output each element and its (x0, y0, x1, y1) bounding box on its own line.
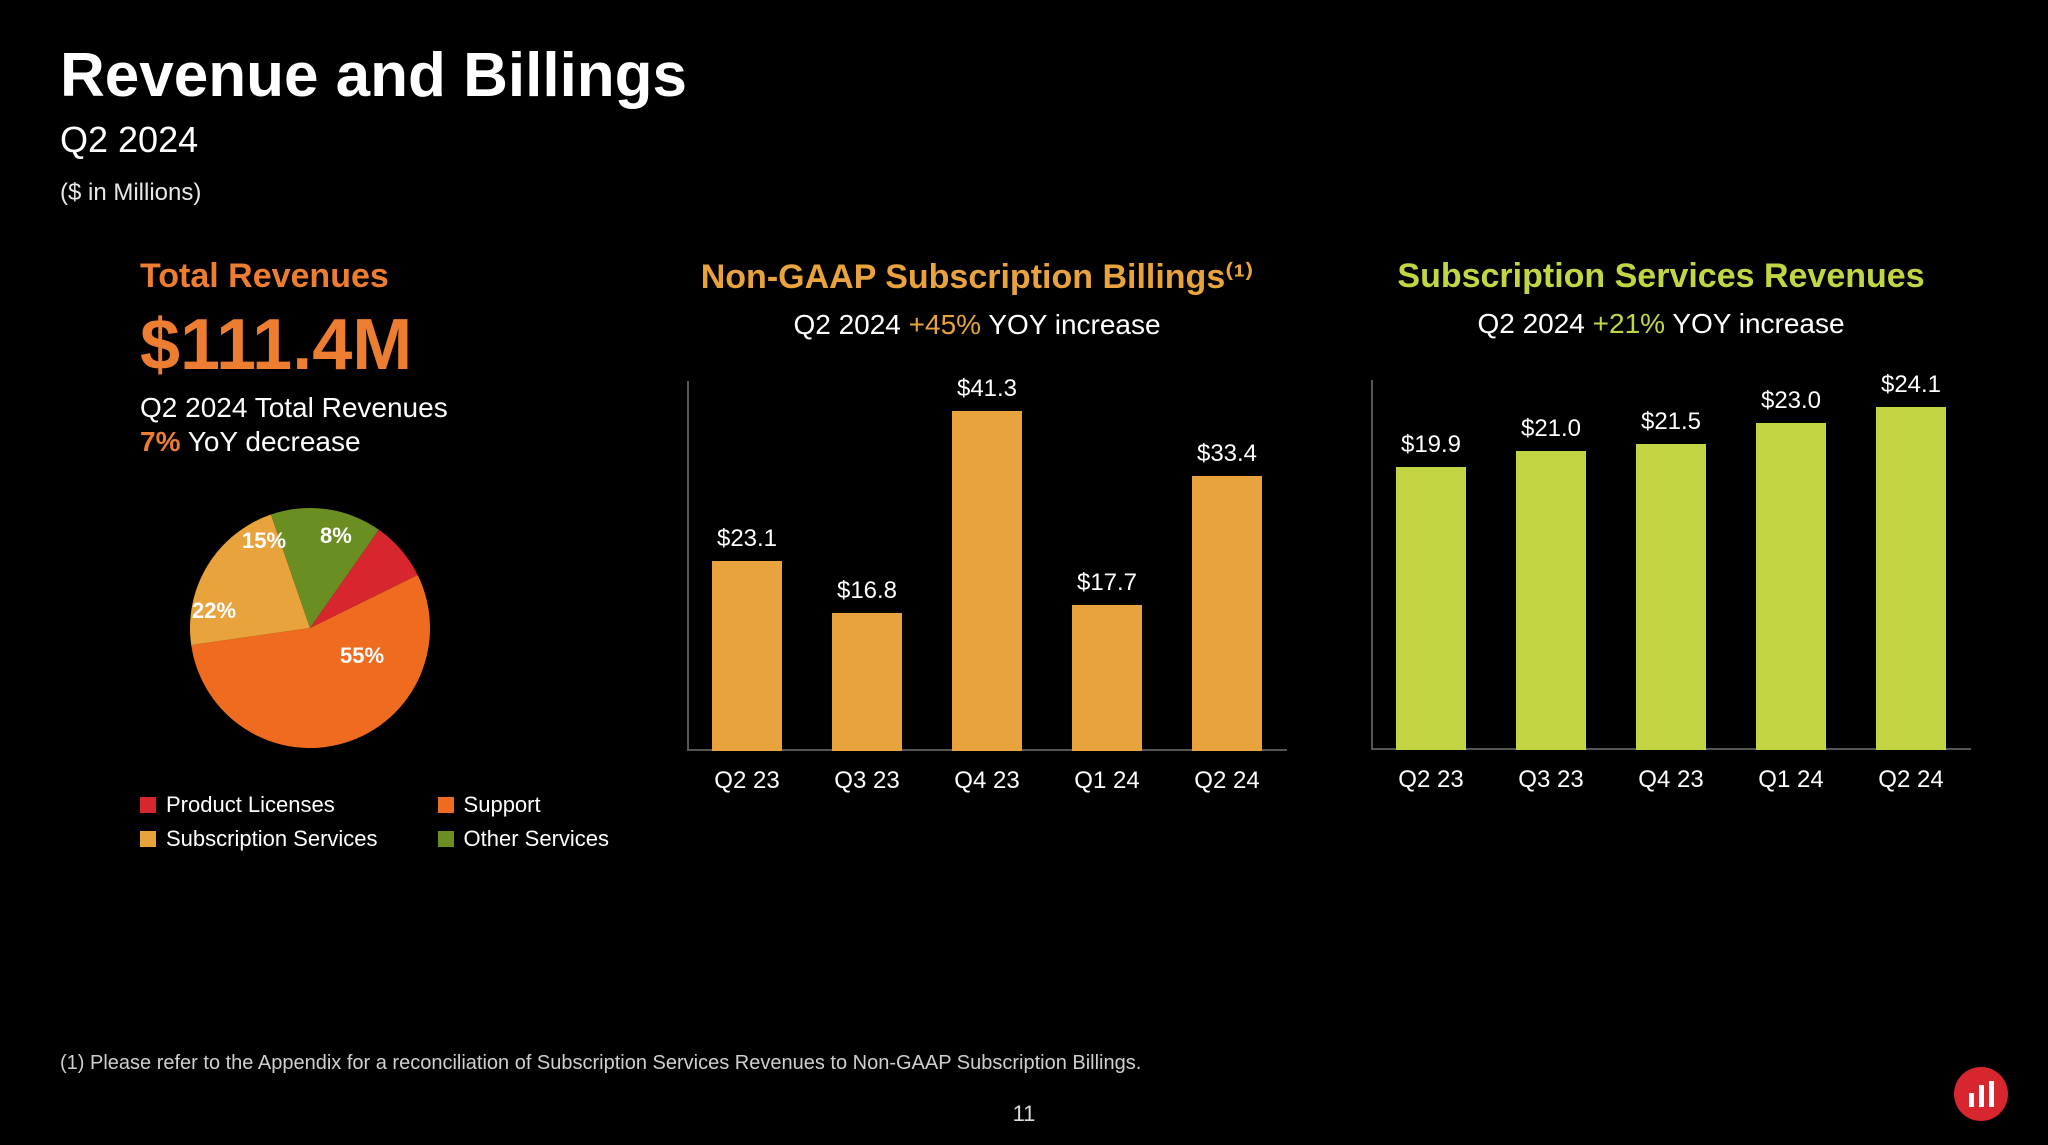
bar-rect (1876, 407, 1946, 750)
legend-label: Support (464, 792, 541, 818)
total-revenues-sub2: 7% YoY decrease (140, 426, 361, 458)
legend-label: Other Services (464, 826, 610, 852)
logo-bars-icon (1969, 1081, 1994, 1107)
bar-slot: $21.5 (1621, 408, 1721, 750)
pie-svg (170, 488, 450, 768)
footnote: (1) Please refer to the Appendix for a r… (60, 1052, 1141, 1075)
x-axis-label: Q1 24 (1741, 756, 1841, 800)
page-subtitle: Q2 2024 (60, 119, 1988, 161)
billings-bars: $23.1$16.8$41.3$17.7$33.4 (687, 381, 1287, 751)
slide-root: Revenue and Billings Q2 2024 ($ in Milli… (0, 0, 2048, 1145)
legend-swatch (438, 797, 454, 813)
pie-slice-label: 15% (242, 528, 286, 554)
x-axis-label: Q2 23 (697, 757, 797, 801)
yoy-rest: YoY decrease (180, 426, 360, 457)
bar-value-label: $16.8 (837, 577, 897, 605)
pie-slice-label: 55% (340, 643, 384, 669)
bar-slot: $23.0 (1741, 387, 1841, 750)
billings-chart: $23.1$16.8$41.3$17.7$33.4 Q2 23Q3 23Q4 2… (657, 381, 1297, 801)
subscription-chart: $19.9$21.0$21.5$23.0$24.1 Q2 23Q3 23Q4 2… (1341, 380, 1981, 800)
total-revenues-title: Total Revenues (140, 257, 389, 296)
subscription-panel: Subscription Services Revenues Q2 2024 +… (1334, 257, 1988, 852)
logo-icon (1954, 1067, 2008, 1121)
bar-value-label: $19.9 (1401, 431, 1461, 459)
bar-slot: $17.7 (1057, 569, 1157, 751)
x-axis-label: Q4 23 (1621, 756, 1721, 800)
subscription-subtitle: Q2 2024 +21% YOY increase (1477, 308, 1844, 340)
bar-rect (832, 613, 902, 751)
bar-rect (1756, 423, 1826, 750)
bar-rect (1072, 605, 1142, 751)
bar-slot: $24.1 (1861, 371, 1961, 750)
bar-rect (712, 561, 782, 751)
subscription-xlabels: Q2 23 Q3 23 Q4 23 Q1 24 Q2 24 (1371, 756, 1971, 800)
bar-rect (1516, 451, 1586, 750)
legend-swatch (140, 831, 156, 847)
billings-xlabels: Q2 23 Q3 23 Q4 23 Q1 24 Q2 24 (687, 757, 1287, 801)
bar-rect (1192, 476, 1262, 751)
bar-value-label: $17.7 (1077, 569, 1137, 597)
bar-slot: $19.9 (1381, 431, 1481, 750)
x-axis-label: Q4 23 (937, 757, 1037, 801)
total-revenues-panel: Total Revenues $111.4M Q2 2024 Total Rev… (60, 257, 620, 852)
unit-note: ($ in Millions) (60, 179, 1988, 207)
bar-rect (1636, 444, 1706, 750)
total-revenues-sub1: Q2 2024 Total Revenues (140, 392, 448, 424)
x-axis-label: Q2 23 (1381, 756, 1481, 800)
subscription-title: Subscription Services Revenues (1397, 257, 1924, 296)
pie-slice-label: 8% (320, 523, 352, 549)
yoy-pct: 7% (140, 426, 180, 457)
bar-slot: $16.8 (817, 577, 917, 751)
x-axis-label: Q3 23 (817, 757, 917, 801)
pie-chart: 8% 55% 22% 15% (170, 488, 450, 768)
legend-item: Support (438, 792, 610, 818)
bar-value-label: $23.0 (1761, 387, 1821, 415)
bar-value-label: $41.3 (957, 375, 1017, 403)
x-axis-label: Q2 24 (1177, 757, 1277, 801)
page-number: 11 (1013, 1101, 1036, 1127)
bar-value-label: $24.1 (1881, 371, 1941, 399)
page-title: Revenue and Billings (60, 40, 1988, 111)
legend-label: Product Licenses (166, 792, 335, 818)
legend-label: Subscription Services (166, 826, 378, 852)
bar-slot: $23.1 (697, 525, 797, 751)
billings-subtitle: Q2 2024 +45% YOY increase (793, 309, 1160, 341)
x-axis-label: Q1 24 (1057, 757, 1157, 801)
bar-value-label: $33.4 (1197, 440, 1257, 468)
bar-value-label: $21.0 (1521, 415, 1581, 443)
pie-legend: Product Licenses Support Subscription Serv… (140, 792, 609, 852)
legend-item: Subscription Services (140, 826, 378, 852)
legend-item: Other Services (438, 826, 610, 852)
bar-rect (1396, 467, 1466, 750)
bar-value-label: $21.5 (1641, 408, 1701, 436)
total-revenues-value: $111.4M (140, 304, 412, 386)
bar-value-label: $23.1 (717, 525, 777, 553)
subscription-bars: $19.9$21.0$21.5$23.0$24.1 (1371, 380, 1971, 750)
bar-slot: $33.4 (1177, 440, 1277, 751)
bar-slot: $41.3 (937, 375, 1037, 751)
bar-slot: $21.0 (1501, 415, 1601, 750)
pie-slice-label: 22% (192, 598, 236, 624)
billings-title: Non-GAAP Subscription Billings⁽¹⁾ (701, 257, 1254, 297)
bar-rect (952, 411, 1022, 751)
x-axis-label: Q2 24 (1861, 756, 1961, 800)
legend-swatch (438, 831, 454, 847)
legend-item: Product Licenses (140, 792, 378, 818)
columns: Total Revenues $111.4M Q2 2024 Total Rev… (60, 257, 1988, 852)
legend-swatch (140, 797, 156, 813)
billings-panel: Non-GAAP Subscription Billings⁽¹⁾ Q2 202… (650, 257, 1304, 852)
x-axis-label: Q3 23 (1501, 756, 1601, 800)
